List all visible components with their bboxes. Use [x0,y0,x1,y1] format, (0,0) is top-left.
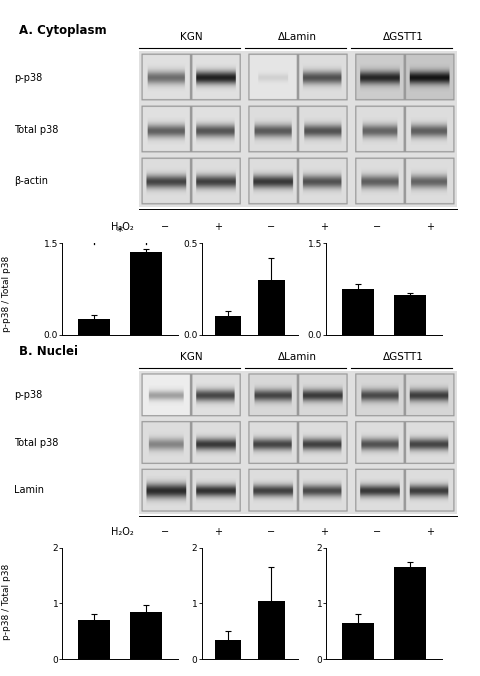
Text: H₂O₂: H₂O₂ [111,527,134,537]
Bar [395,295,426,335]
Text: −: − [373,222,381,233]
Text: +: + [426,222,434,233]
Text: Total p38: Total p38 [14,437,59,448]
Bar [78,620,109,659]
Text: Lamin: Lamin [14,485,44,495]
Text: KGN: KGN [180,352,203,362]
Text: +: + [426,527,434,537]
Bar [342,289,373,335]
Bar [78,320,109,335]
Text: ΔGSTT1: ΔGSTT1 [383,352,424,362]
Text: *: * [117,226,123,239]
Text: −: − [161,222,169,233]
Bar [395,567,426,659]
Text: ΔLamin: ΔLamin [278,352,317,362]
Text: Total p38: Total p38 [14,124,59,135]
Text: +: + [320,222,328,233]
Text: p-p38 / Total p38: p-p38 / Total p38 [2,256,12,332]
Text: −: − [161,527,169,537]
Text: B. Nuclei: B. Nuclei [19,345,78,358]
Text: ΔGSTT1: ΔGSTT1 [383,32,424,42]
Text: β-actin: β-actin [14,176,48,187]
Text: −: − [267,222,275,233]
Bar [131,253,162,335]
Text: ΔLamin: ΔLamin [278,32,317,42]
Text: +: + [214,527,222,537]
Text: A. Cytoplasm: A. Cytoplasm [19,24,107,37]
Text: p-p38: p-p38 [14,390,42,400]
Bar [342,623,373,659]
Bar [258,600,285,659]
Text: +: + [214,222,222,233]
Text: −: − [373,527,381,537]
Bar [131,612,162,659]
Bar [215,639,241,659]
Bar [215,316,241,335]
Text: p-p38: p-p38 [14,73,42,82]
Text: +: + [320,527,328,537]
Text: −: − [267,527,275,537]
Text: H₂O₂: H₂O₂ [111,222,134,233]
Text: p-p38 / Total p38: p-p38 / Total p38 [2,564,12,639]
Text: KGN: KGN [180,32,203,42]
Bar [258,280,285,335]
